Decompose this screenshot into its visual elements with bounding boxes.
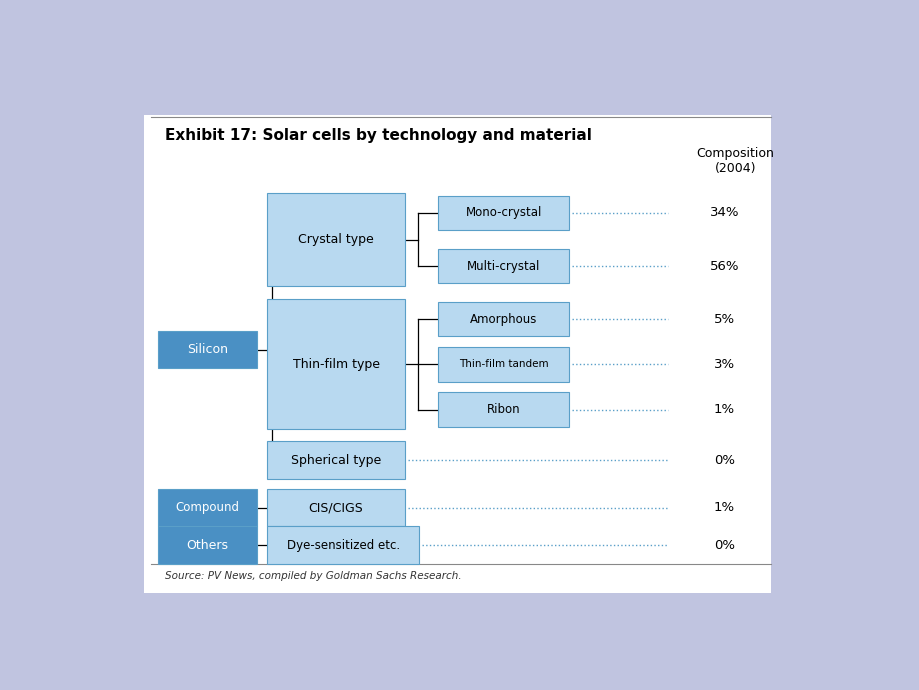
Text: Mono-crystal: Mono-crystal [465,206,541,219]
Text: Others: Others [187,538,229,551]
FancyBboxPatch shape [437,196,568,230]
Text: 0%: 0% [713,538,734,551]
Text: 5%: 5% [713,313,734,326]
Text: 34%: 34% [709,206,739,219]
FancyBboxPatch shape [267,193,404,286]
Text: 0%: 0% [713,453,734,466]
Text: Silicon: Silicon [187,344,228,356]
Text: Compound: Compound [176,502,240,514]
Text: Composition
(2004): Composition (2004) [696,146,774,175]
FancyBboxPatch shape [267,299,404,429]
Text: Multi-crystal: Multi-crystal [466,259,539,273]
Text: Source: PV News, compiled by Goldman Sachs Research.: Source: PV News, compiled by Goldman Sac… [165,571,461,580]
Text: Dye-sensitized etc.: Dye-sensitized etc. [287,538,399,551]
Text: 1%: 1% [713,502,734,514]
Bar [143,115,770,593]
Text: Crystal type: Crystal type [298,233,373,246]
FancyBboxPatch shape [437,393,568,427]
Text: Exhibit 17: Solar cells by technology and material: Exhibit 17: Solar cells by technology an… [165,128,591,143]
Text: Amorphous: Amorphous [470,313,537,326]
FancyBboxPatch shape [267,489,404,526]
FancyBboxPatch shape [267,526,419,564]
FancyBboxPatch shape [158,331,256,368]
FancyBboxPatch shape [267,442,404,479]
Text: Ribon: Ribon [486,403,520,416]
Text: 1%: 1% [713,403,734,416]
Text: 3%: 3% [713,358,734,371]
FancyBboxPatch shape [437,302,568,337]
Text: Spherical type: Spherical type [290,453,380,466]
FancyBboxPatch shape [437,249,568,284]
Text: Thin-film type: Thin-film type [292,358,380,371]
Text: 56%: 56% [709,259,739,273]
FancyBboxPatch shape [158,489,256,526]
FancyBboxPatch shape [437,347,568,382]
Text: CIS/CIGS: CIS/CIGS [308,502,363,514]
FancyBboxPatch shape [158,526,256,564]
Text: Thin-film tandem: Thin-film tandem [459,359,548,369]
